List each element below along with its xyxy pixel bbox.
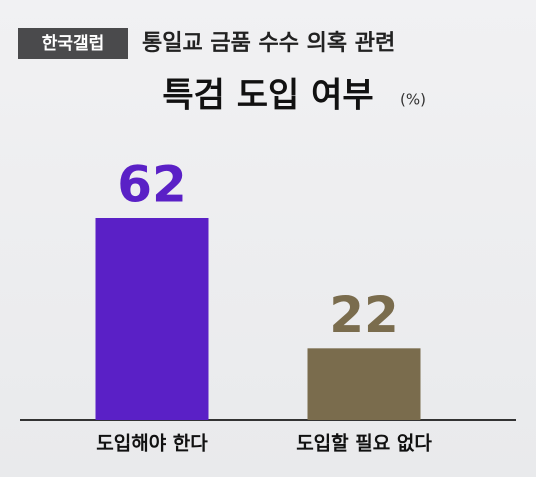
unit-label: (%) [400, 91, 426, 109]
source: 한국갤럽 [42, 34, 105, 54]
bar [307, 348, 421, 420]
chart-title: 통일교 금품 수수 의혹 관련 [142, 31, 395, 56]
chart-subtitle: 특검 도입 여부 [162, 76, 373, 116]
x-tick-label: 도입할 필요 없다 [296, 432, 432, 455]
source-badge [18, 28, 128, 59]
bar [95, 218, 209, 420]
x-tick-label: 도입해야 한다 [96, 433, 208, 455]
data-label: 22 [329, 286, 399, 344]
data-label: 62 [117, 156, 187, 214]
